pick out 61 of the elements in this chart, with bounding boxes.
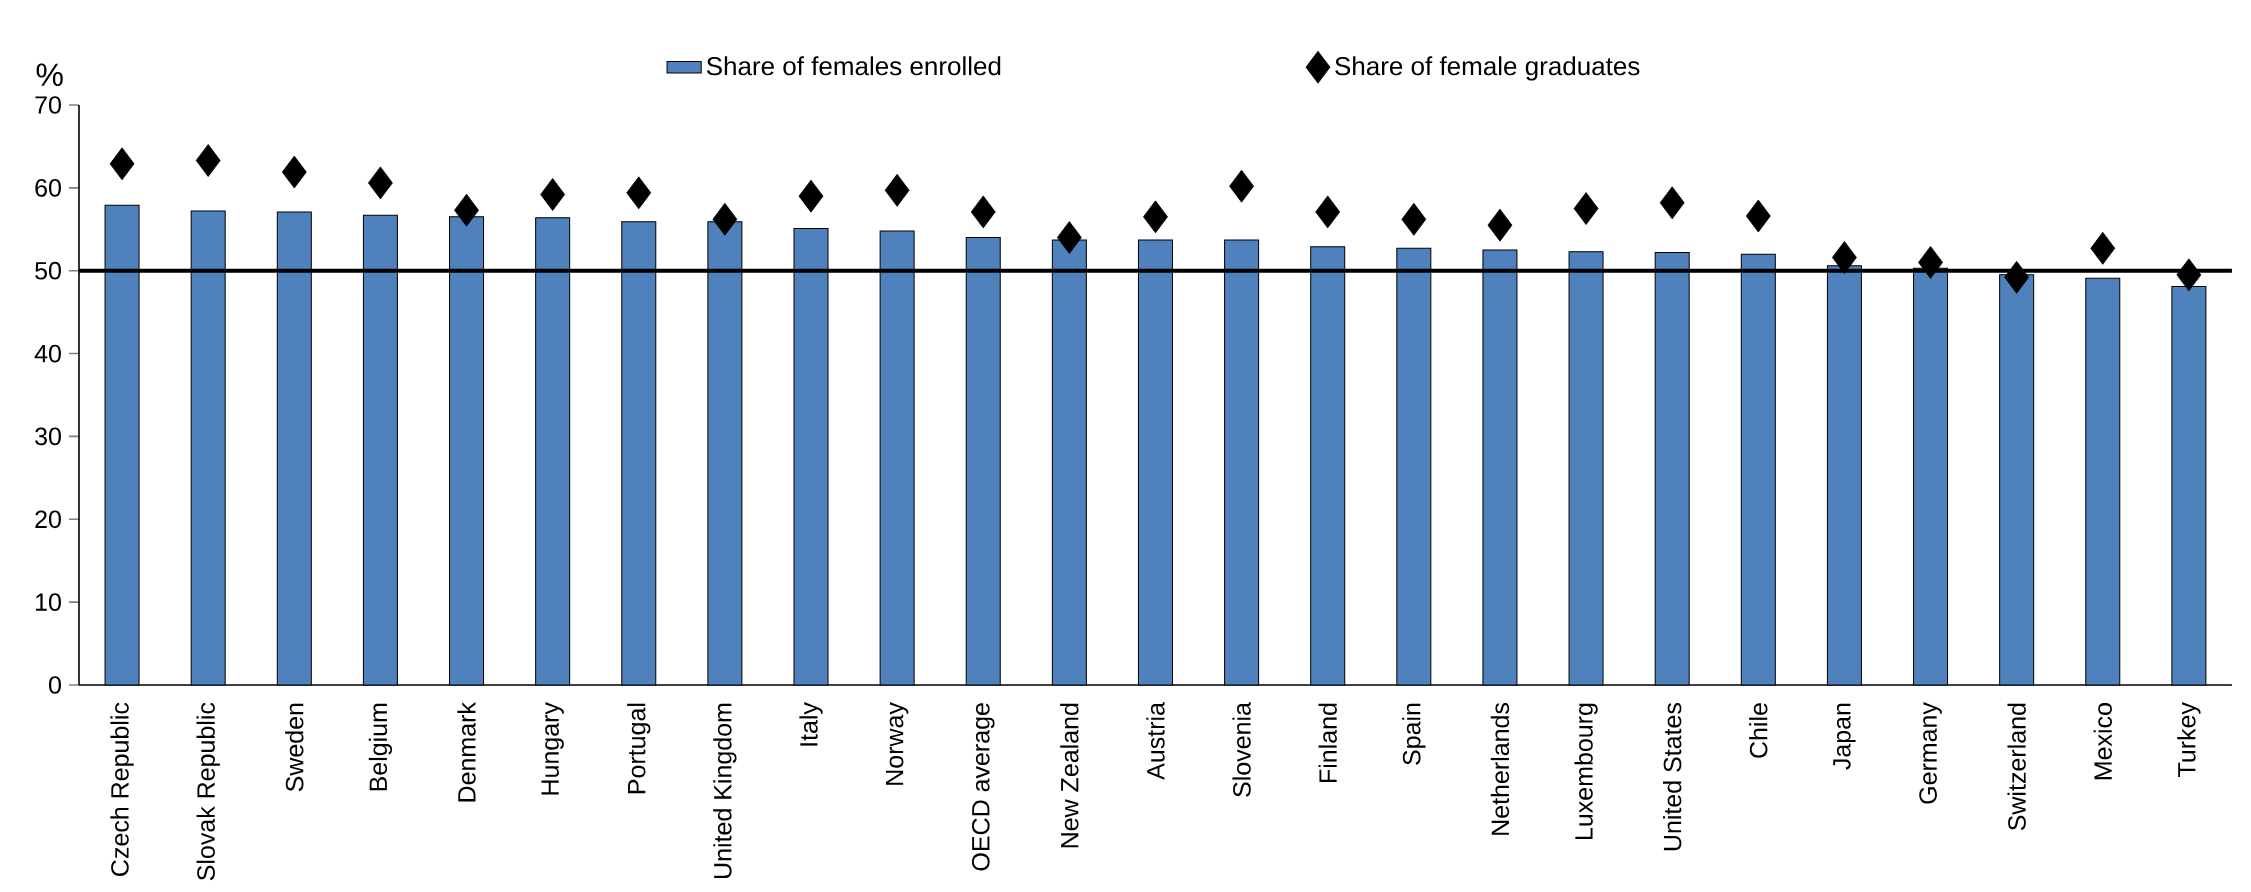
x-tick-label: Italy bbox=[799, 702, 823, 746]
point bbox=[368, 166, 393, 200]
point bbox=[1832, 241, 1857, 274]
point bbox=[626, 176, 652, 210]
point bbox=[195, 144, 221, 177]
y-tick-label: 20 bbox=[35, 510, 61, 529]
point bbox=[2176, 258, 2202, 292]
y-tick-label: 10 bbox=[36, 593, 61, 611]
x-tick-label: New Zealand bbox=[1060, 703, 1079, 848]
x-tick-label: Luxembourg bbox=[1574, 703, 1598, 839]
y-tick-label: 70 bbox=[35, 96, 61, 114]
point bbox=[712, 202, 738, 236]
point bbox=[798, 179, 824, 213]
x-tick-label: Belgium bbox=[368, 703, 393, 791]
x-tick-label: Slovak Republic bbox=[196, 702, 220, 881]
point bbox=[1229, 169, 1254, 203]
x-tick-label: Hungary bbox=[541, 702, 564, 795]
point bbox=[1745, 199, 1771, 233]
point bbox=[1315, 195, 1341, 229]
x-tick-label: Germany bbox=[1919, 702, 1942, 804]
legend-label: Share of female graduates bbox=[1335, 56, 1640, 81]
y-tick-label: 30 bbox=[35, 427, 61, 446]
y-tick-label: 50 bbox=[35, 261, 61, 280]
legend-label: Share of females enrolled bbox=[706, 56, 1001, 76]
y-tick-label: 40 bbox=[34, 344, 61, 363]
x-tick-label: Norway bbox=[885, 702, 909, 785]
point bbox=[2090, 231, 2116, 265]
x-tick-label: Slovenia bbox=[1232, 702, 1251, 797]
x-tick-label: Mexico bbox=[2093, 703, 2112, 780]
x-tick-label: Denmark bbox=[457, 702, 476, 802]
x-tick-label: Portugal bbox=[627, 703, 651, 794]
x-tick-label: United States bbox=[1662, 702, 1682, 851]
x-tick-label: Chile bbox=[1749, 703, 1768, 758]
x-tick-label: Austria bbox=[1146, 702, 1165, 780]
point bbox=[454, 193, 479, 227]
point bbox=[1918, 246, 1943, 279]
x-tick-label: Japan bbox=[1833, 703, 1856, 770]
point bbox=[884, 173, 910, 207]
x-tick-label: Finland bbox=[1318, 703, 1337, 783]
x-tick-label: Sweden bbox=[285, 703, 304, 792]
point bbox=[970, 195, 996, 229]
y-axis-title: % bbox=[36, 63, 63, 86]
point bbox=[1401, 202, 1427, 236]
point bbox=[2004, 260, 2030, 294]
point bbox=[1056, 221, 1082, 254]
point bbox=[1143, 200, 1168, 234]
x-tick-label: Czech Republic bbox=[110, 702, 134, 876]
y-tick-label: 0 bbox=[49, 676, 61, 694]
point bbox=[1573, 192, 1599, 225]
point bbox=[540, 178, 566, 211]
point bbox=[281, 155, 307, 189]
y-tick-label: 60 bbox=[35, 179, 61, 197]
point bbox=[109, 147, 135, 181]
x-tick-label: Turkey bbox=[2177, 702, 2201, 777]
point bbox=[1659, 186, 1685, 220]
x-tick-label: Netherlands bbox=[1490, 702, 1510, 835]
point bbox=[1487, 208, 1513, 242]
x-tick-label: OECD average bbox=[971, 703, 995, 871]
x-tick-label: Switzerland bbox=[2007, 703, 2026, 831]
x-tick-label: United Kingdom bbox=[713, 703, 737, 879]
x-tick-label: Spain bbox=[1402, 703, 1426, 765]
